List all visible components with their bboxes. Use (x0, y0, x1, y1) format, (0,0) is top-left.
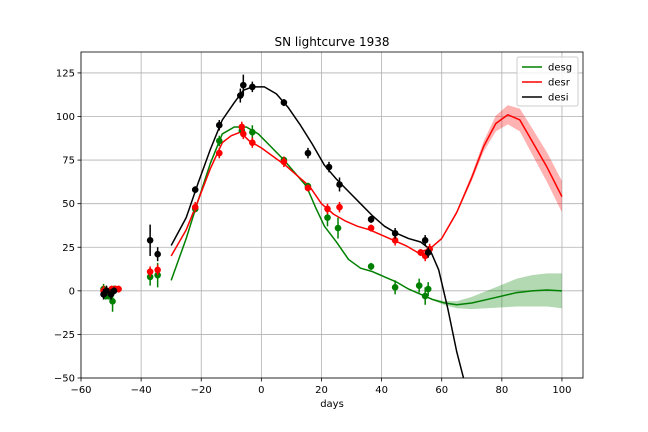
desg-data-point (334, 224, 342, 232)
plot-frame (80, 51, 584, 379)
desi-data-point (154, 250, 161, 258)
desg-data-point (424, 285, 432, 293)
desi-data-point (249, 83, 256, 91)
desr-data-point (240, 130, 247, 138)
legend-label-desi: desi (548, 93, 569, 104)
desi-data-point (103, 287, 110, 295)
desr-data-point (336, 203, 343, 211)
y-axis-ticks: −50 −25 0 25 50 75 100 125 (54, 68, 81, 385)
desg-curve (170, 126, 563, 306)
desi-data-point (215, 121, 223, 129)
desg-data-point (391, 284, 399, 291)
y-tick-label: 125 (56, 68, 75, 79)
desi-data-point (146, 236, 154, 244)
legend-box (516, 56, 579, 107)
desi-data-point (237, 92, 244, 99)
desr-uncertainty-band (171, 105, 562, 256)
desg-data-point (249, 128, 256, 136)
desi-data-point (280, 99, 288, 106)
desr-data-point (391, 236, 399, 244)
desi-data-point (191, 186, 199, 194)
x-tick-label: −20 (191, 385, 212, 396)
desg-data-point (154, 271, 161, 279)
legend-label-desr: desr (548, 78, 571, 89)
desg-uncertainty-band (171, 126, 562, 310)
desi-data-point (421, 236, 429, 244)
y-tick-label: −50 (54, 374, 75, 385)
desg-data-point (421, 292, 429, 300)
x-tick-label: −40 (131, 385, 152, 396)
y-tick-label: 25 (62, 243, 75, 254)
x-tick-label: 0 (258, 385, 264, 396)
desr-data-point (304, 184, 312, 192)
y-tick-label: 75 (62, 156, 75, 167)
plot-area (81, 52, 583, 378)
desr-data-point (417, 249, 424, 256)
desr-curve (170, 114, 563, 257)
legend: desg desr desi (516, 56, 579, 107)
desi-data-point (336, 181, 343, 188)
desr-data-point (215, 149, 223, 157)
desr-data-point (324, 205, 331, 213)
desr-data-point (280, 158, 288, 166)
desg-data-point (367, 263, 375, 270)
y-tick-label: 100 (56, 112, 75, 123)
x-axis-ticks: −60 −40 −20 0 20 40 60 80 100 (70, 378, 572, 396)
desr-data-point (367, 224, 375, 232)
x-tick-label: −60 (70, 385, 91, 396)
legend-label-desg: desg (548, 63, 572, 74)
x-tick-label: 100 (552, 385, 571, 396)
x-axis-label: days (320, 399, 344, 410)
desi-data-point (110, 287, 118, 295)
desr-data-point (146, 268, 154, 275)
x-tick-label: 80 (495, 385, 508, 396)
desi-data-point (240, 81, 247, 89)
desi-data-point (304, 149, 312, 157)
y-tick-label: −25 (54, 330, 75, 341)
desg-data-point (415, 282, 423, 289)
y-tick-label: 50 (62, 199, 75, 210)
model-curves (170, 86, 563, 378)
desr-data-point (154, 266, 161, 274)
desr-data-point (238, 123, 246, 131)
desg-data-point (109, 297, 116, 305)
desi-curve (170, 86, 465, 378)
data-points (100, 74, 433, 312)
desr-data-point (191, 203, 199, 211)
desi-data-point (325, 163, 333, 171)
y-tick-label: 0 (69, 286, 75, 297)
desg-data-point (324, 214, 331, 221)
x-tick-label: 60 (435, 385, 448, 396)
x-tick-label: 40 (375, 385, 388, 396)
x-tick-label: 20 (315, 385, 328, 396)
desg-data-point (215, 137, 223, 145)
chart-title: SN lightcurve 1938 (275, 35, 390, 49)
desi-data-point (391, 230, 399, 237)
desi-data-point (424, 249, 432, 256)
desi-data-point (367, 216, 375, 223)
desr-data-point (249, 139, 256, 146)
uncertainty-bands (171, 105, 562, 310)
